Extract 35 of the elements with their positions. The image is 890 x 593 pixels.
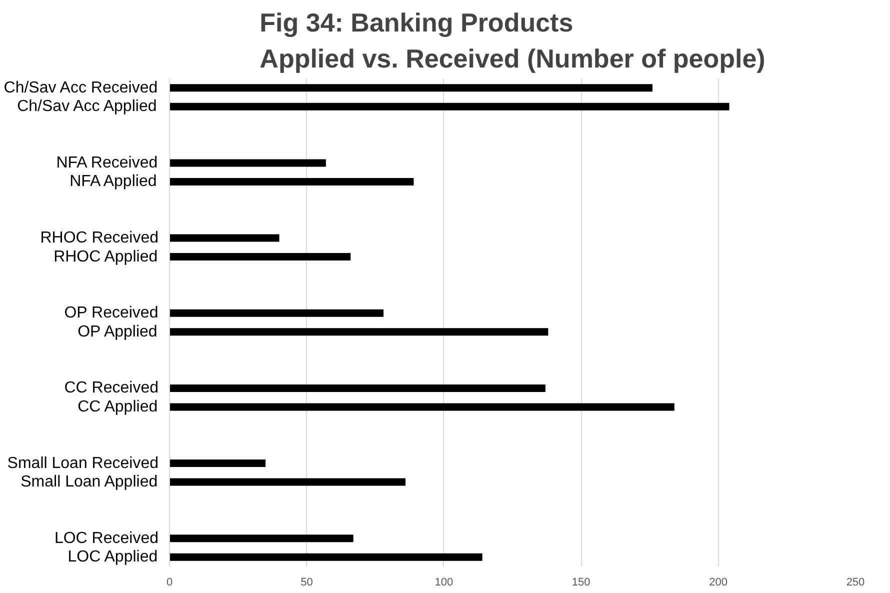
bar (170, 234, 280, 242)
chart-title: Fig 34: Banking Products Applied vs. Received (Number of people) (260, 8, 766, 74)
y-tick-label: LOC Received (54, 530, 158, 547)
bar (170, 178, 414, 186)
y-tick-label: Small Loan Received (7, 454, 159, 472)
bar (170, 478, 406, 486)
x-tick-label: 150 (572, 576, 590, 588)
bar (170, 253, 351, 261)
x-tick-label: 0 (166, 576, 173, 588)
x-tick-label: 200 (709, 576, 728, 588)
bar (170, 328, 548, 336)
bar (170, 84, 652, 92)
y-tick-label: OP Received (64, 304, 158, 322)
bar (170, 534, 354, 542)
y-tick-label: LOC Applied (68, 548, 158, 566)
bar (170, 159, 326, 167)
x-tick-label: 250 (846, 576, 865, 588)
y-tick-label: Ch/Sav Acc Applied (17, 98, 157, 116)
y-tick-label: RHOC Received (40, 230, 159, 247)
y-tick-label: Ch/Sav Acc Received (4, 79, 158, 96)
y-tick-label: RHOC Applied (54, 248, 158, 266)
y-tick-label: NFA Received (56, 154, 158, 172)
bar (170, 309, 384, 317)
y-tick-label: CC Applied (78, 398, 158, 416)
y-tick-label: Small Loan Applied (20, 474, 158, 491)
x-tick-label: 50 (300, 576, 313, 588)
x-tick-label: 100 (434, 576, 454, 588)
bar (170, 403, 674, 411)
y-tick-label: OP Applied (78, 323, 158, 340)
bar (170, 102, 730, 110)
bar (170, 460, 266, 468)
y-tick-label: CC Received (64, 380, 159, 397)
bar (170, 384, 546, 392)
y-tick-label: NFA Applied (70, 173, 157, 190)
bar (170, 553, 482, 561)
